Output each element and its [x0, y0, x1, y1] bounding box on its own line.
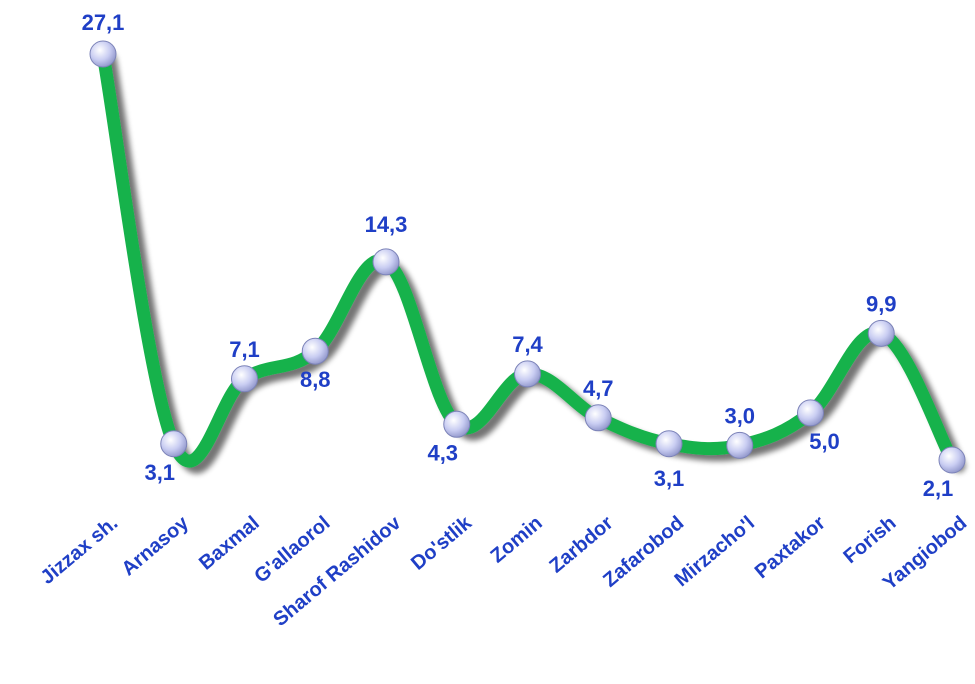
category-label-2: Arnasoy: [118, 511, 194, 580]
data-point-2: [160, 430, 188, 458]
category-label-12: Forish: [839, 512, 900, 568]
data-point-3: [231, 365, 258, 393]
data-point-4: [301, 337, 329, 365]
value-label-2: 3,1: [144, 460, 175, 485]
value-label-5: 14,3: [365, 212, 408, 237]
data-point-8: [584, 404, 612, 432]
value-label-1: 27,1: [82, 10, 125, 35]
value-label-12: 9,9: [866, 291, 897, 316]
data-point-10: [726, 431, 754, 459]
data-point-5: [372, 248, 400, 276]
value-label-6: 4,3: [427, 440, 458, 465]
series-line: [96, 47, 959, 468]
series-layer: [96, 47, 959, 468]
data-point-7: [514, 360, 541, 388]
value-label-10: 3,0: [724, 403, 755, 428]
data-point-1: [89, 40, 117, 68]
data-point-9: [655, 430, 683, 458]
marker-layer: [89, 40, 966, 474]
data-point-13: [938, 446, 966, 474]
data-point-11: [797, 399, 824, 427]
category-label-3: Baxmal: [195, 512, 264, 575]
value-label-9: 3,1: [654, 466, 685, 491]
category-label-6: Do'stlik: [407, 511, 477, 574]
value-label-13: 2,1: [923, 476, 954, 501]
category-label-5: Sharof Rashidov: [269, 511, 406, 631]
value-label-8: 4,7: [583, 376, 614, 401]
data-point-6: [443, 410, 471, 438]
value-label-4: 8,8: [300, 367, 331, 392]
category-label-11: Paxtakor: [751, 512, 830, 583]
category-label-layer: Jizzax sh.Arnasoy BaxmalG'allaorolSharof …: [37, 511, 972, 631]
category-label-1: Jizzax sh.: [37, 512, 123, 589]
category-label-7: Zomin: [487, 512, 547, 567]
data-point-12: [867, 319, 895, 347]
value-label-11: 5,0: [809, 429, 840, 454]
value-label-layer: 27,1 3,1 7,1 8,8 14,3 4,3 7,4 4,7 3,1 3,0 5,0 9,9 2,…: [82, 10, 954, 501]
value-label-3: 7,1: [229, 337, 260, 362]
value-label-7: 7,4: [512, 332, 543, 357]
